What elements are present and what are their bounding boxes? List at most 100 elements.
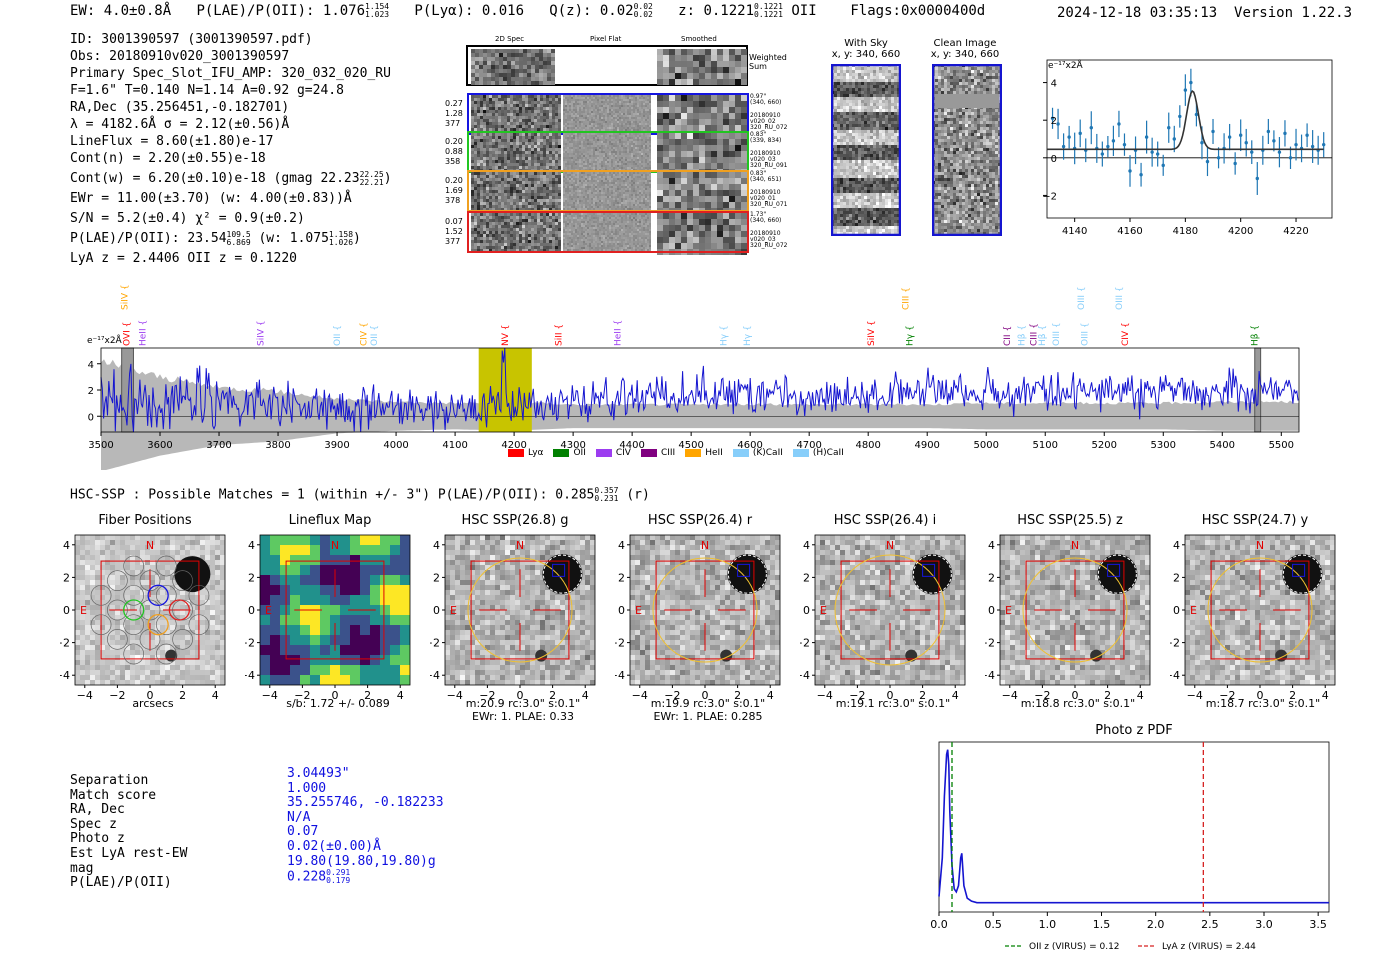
noise-pixel <box>492 234 495 237</box>
noise-pixel <box>501 154 504 157</box>
noise-pixel <box>631 194 633 196</box>
noise-pixel <box>501 145 504 148</box>
noise-pixel <box>601 159 603 161</box>
noise-pixel <box>537 234 540 237</box>
noise-pixel <box>629 167 631 169</box>
noise-pixel <box>474 133 477 136</box>
noise-pixel <box>615 99 617 101</box>
noise-pixel <box>609 101 611 103</box>
noise-pixel <box>611 221 613 223</box>
noise-pixel <box>549 234 552 237</box>
noise-pixel <box>486 136 489 139</box>
noise-pixel <box>629 184 631 186</box>
noise-pixel <box>711 139 717 145</box>
noise-pixel <box>613 213 615 215</box>
noise-pixel <box>528 243 531 246</box>
noise-pixel <box>649 105 651 107</box>
noise-pixel <box>563 141 565 143</box>
noise-pixel <box>519 228 522 231</box>
noise-pixel <box>589 149 591 151</box>
noise-pixel <box>522 122 525 125</box>
noise-pixel <box>617 139 619 141</box>
noise-pixel <box>573 213 575 215</box>
noise-pixel <box>729 184 735 190</box>
noise-pixel <box>483 53 487 57</box>
noise-pixel <box>643 115 645 117</box>
noise-pixel <box>569 215 571 217</box>
noise-pixel <box>619 115 621 117</box>
noise-pixel <box>637 215 639 217</box>
noise-pixel <box>501 104 504 107</box>
noise-pixel <box>629 135 631 137</box>
noise-pixel <box>619 125 621 127</box>
noise-pixel <box>611 215 613 217</box>
noise-pixel <box>507 172 510 175</box>
noise-pixel <box>571 129 573 131</box>
noise-pixel <box>516 110 519 113</box>
noise-pixel <box>492 190 495 193</box>
noise-pixel <box>623 153 625 155</box>
noise-pixel <box>563 147 565 149</box>
noise-pixel <box>573 147 575 149</box>
noise-pixel <box>681 61 687 67</box>
noise-pixel <box>705 202 711 208</box>
noise-pixel <box>474 145 477 148</box>
noise-pixel <box>643 119 645 121</box>
noise-pixel <box>625 208 627 210</box>
noise-pixel <box>649 172 651 174</box>
noise-pixel <box>631 111 633 113</box>
noise-pixel <box>571 190 573 192</box>
noise-pixel <box>575 223 577 225</box>
noise-pixel <box>474 154 477 157</box>
noise-pixel <box>609 200 611 202</box>
noise-pixel <box>605 196 607 198</box>
noise-pixel <box>617 165 619 167</box>
noise-pixel <box>599 196 601 198</box>
noise-pixel <box>645 113 647 115</box>
noise-pixel <box>516 136 519 139</box>
noise-pixel <box>501 119 504 122</box>
noise-pixel <box>516 193 519 196</box>
noise-pixel <box>625 198 627 200</box>
noise-pixel <box>531 110 534 113</box>
noise-pixel <box>552 101 555 104</box>
noise-pixel <box>605 137 607 139</box>
noise-pixel <box>589 200 591 202</box>
noise-pixel <box>629 178 631 180</box>
noise-pixel <box>480 208 483 211</box>
noise-pixel <box>663 163 669 169</box>
noise-pixel <box>555 163 558 166</box>
noise-pixel <box>601 153 603 155</box>
noise-pixel <box>583 145 585 147</box>
noise-pixel <box>617 186 619 188</box>
noise-pixel <box>501 122 504 125</box>
noise-pixel <box>687 61 693 67</box>
noise-pixel <box>645 115 647 117</box>
noise-pixel <box>637 105 639 107</box>
noise-pixel <box>510 228 513 231</box>
noise-pixel <box>479 65 483 69</box>
noise-pixel <box>623 221 625 223</box>
noise-pixel <box>552 193 555 196</box>
noise-pixel <box>581 190 583 192</box>
noise-pixel <box>595 208 597 210</box>
noise-pixel <box>507 202 510 205</box>
noise-pixel <box>723 163 729 169</box>
noise-pixel <box>589 208 591 210</box>
noise-pixel <box>573 217 575 219</box>
noise-pixel <box>565 202 567 204</box>
noise-pixel <box>645 159 647 161</box>
noise-pixel <box>621 167 623 169</box>
noise-pixel <box>595 137 597 139</box>
noise-pixel <box>633 123 635 125</box>
noise-pixel <box>583 182 585 184</box>
noise-pixel <box>635 192 637 194</box>
noise-pixel <box>504 184 507 187</box>
noise-pixel <box>543 234 546 237</box>
noise-pixel <box>601 223 603 225</box>
noise-pixel <box>504 190 507 193</box>
noise-pixel <box>498 216 501 219</box>
noise-pixel <box>589 151 591 153</box>
noise-pixel <box>498 98 501 101</box>
noise-pixel <box>591 135 593 137</box>
